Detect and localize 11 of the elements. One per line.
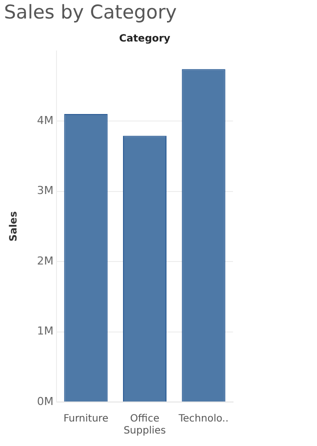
y-tick-label: 0M: [36, 394, 54, 408]
x-tick-label: Technolo..: [178, 414, 229, 425]
x-tick-label: Furniture: [63, 414, 108, 425]
x-axis-title: Category: [119, 33, 171, 44]
y-tick-label: 3M: [36, 184, 54, 198]
y-tick-label: 4M: [36, 114, 54, 127]
x-tick-label: Office Supplies: [124, 414, 166, 437]
y-tick-label: 2M: [36, 254, 54, 268]
y-tick-label: 1M: [36, 324, 54, 338]
chart-title: Sales by Category: [4, 1, 177, 24]
y-axis-title: Sales: [8, 211, 20, 242]
